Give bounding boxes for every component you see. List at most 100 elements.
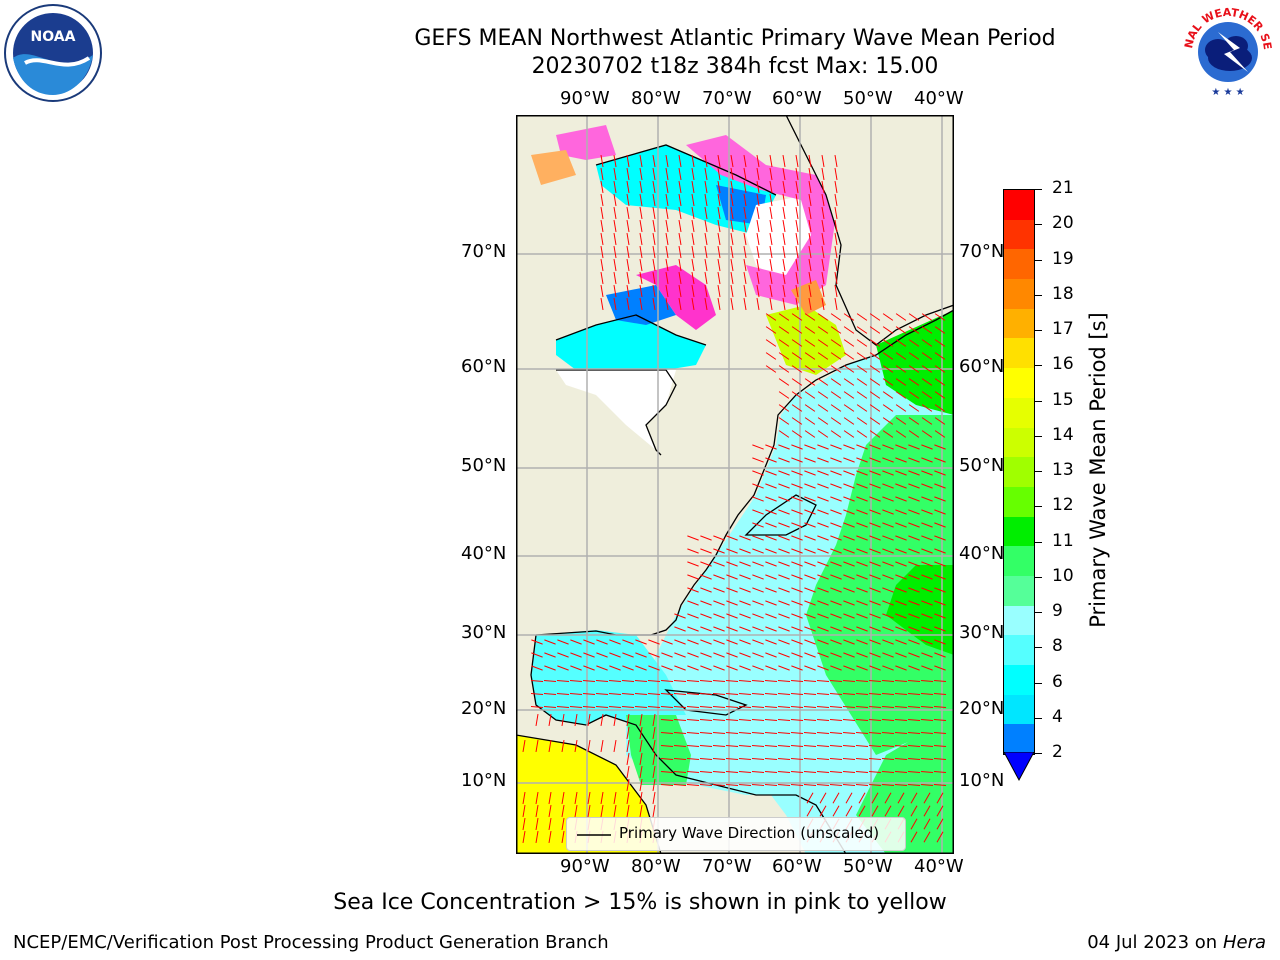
wave-arrow — [639, 181, 643, 193]
wave-arrow — [673, 693, 687, 695]
wave-arrow — [613, 194, 617, 206]
wave-arrow — [725, 680, 739, 682]
wave-arrow — [817, 600, 829, 606]
wave-arrow — [752, 626, 764, 632]
wave-arrow — [895, 626, 907, 632]
wave-arrow — [795, 181, 799, 193]
wave-arrow — [752, 587, 764, 593]
wave-arrow — [821, 272, 825, 284]
wave-arrow — [921, 665, 933, 671]
wave-arrow — [639, 220, 643, 232]
wave-arrow — [795, 259, 799, 271]
wave-arrow — [764, 680, 778, 682]
wave-arrow — [871, 792, 879, 804]
colorbar — [1003, 189, 1035, 755]
wave-arrow — [934, 665, 946, 671]
wave-arrow — [777, 732, 791, 734]
wave-arrow — [600, 259, 604, 271]
wave-arrow — [830, 561, 842, 567]
wave-arrow — [895, 391, 907, 399]
wave-arrow — [613, 259, 617, 271]
wave-arrow — [548, 714, 552, 726]
wave-arrow — [791, 522, 803, 528]
wave-arrow — [790, 771, 804, 773]
wave-arrow — [687, 561, 699, 567]
wave-arrow — [843, 430, 855, 438]
wave-arrow — [895, 639, 907, 645]
wave-arrow — [808, 220, 812, 232]
wave-arrow — [920, 758, 934, 760]
wave-arrow — [868, 732, 882, 734]
wave-arrow — [756, 155, 760, 167]
wave-arrow — [806, 792, 814, 804]
wave-arrow — [843, 457, 855, 463]
wave-arrow — [817, 339, 829, 347]
wave-arrow — [908, 483, 920, 489]
wave-arrow — [817, 496, 829, 502]
wave-arrow — [687, 548, 699, 554]
wave-arrow — [548, 818, 552, 830]
lat-label-right: 30°N — [959, 622, 1005, 643]
wave-arrow — [856, 313, 868, 321]
wave-arrow — [752, 470, 764, 476]
wave-arrow — [934, 496, 946, 502]
wave-arrow — [626, 766, 630, 778]
wave-arrow — [678, 285, 682, 297]
wave-arrow — [704, 207, 708, 219]
wave-arrow — [738, 719, 752, 721]
wave-arrow — [791, 352, 803, 360]
wave-arrow — [652, 753, 656, 765]
wave-arrow — [756, 259, 760, 271]
wave-arrow — [704, 233, 708, 245]
wave-arrow — [674, 613, 686, 619]
wave-arrow — [882, 574, 894, 580]
wave-arrow — [613, 285, 617, 297]
wave-arrow — [652, 272, 656, 284]
wave-arrow — [522, 831, 526, 843]
wave-arrow — [882, 613, 894, 619]
wave-arrow — [856, 574, 868, 580]
wave-arrow — [869, 626, 881, 632]
wave-arrow — [626, 259, 630, 271]
colorbar-tick-mark — [1034, 400, 1042, 402]
wave-arrow — [769, 220, 773, 232]
wave-arrow — [769, 181, 773, 193]
wave-arrow — [791, 587, 803, 593]
wave-arrow — [769, 168, 773, 180]
wave-arrow — [730, 168, 734, 180]
map-legend: Primary Wave Direction (unscaled) — [566, 817, 906, 851]
wave-arrow — [803, 758, 817, 760]
lon-label-top: 40°W — [914, 88, 964, 109]
wave-arrow — [908, 548, 920, 554]
wave-arrow — [804, 326, 816, 334]
wave-arrow — [765, 509, 777, 515]
wave-arrow — [778, 587, 790, 593]
wave-arrow — [817, 391, 829, 399]
wave-arrow — [934, 522, 946, 528]
wave-arrow — [687, 652, 699, 658]
wave-arrow — [808, 285, 812, 297]
wave-arrow — [816, 693, 830, 695]
wave-arrow — [596, 652, 608, 658]
wave-arrow — [843, 444, 855, 450]
colorbar-segment — [1004, 279, 1034, 309]
wave-arrow — [751, 693, 765, 695]
wave-arrow — [907, 771, 921, 773]
wave-arrow — [869, 509, 881, 515]
wave-arrow — [830, 391, 842, 399]
wave-arrow — [804, 404, 816, 412]
wave-arrow — [921, 339, 933, 347]
wave-arrow — [639, 779, 643, 791]
wave-arrow — [843, 365, 855, 373]
wave-arrow — [803, 719, 817, 721]
wave-arrow — [717, 259, 721, 271]
wave-arrow — [817, 548, 829, 554]
wave-arrow — [717, 272, 721, 284]
wave-arrow — [894, 771, 908, 773]
colorbar-tick-label: 14 — [1052, 424, 1074, 445]
wave-arrow — [713, 574, 725, 580]
lat-label-right: 50°N — [959, 455, 1005, 476]
wave-arrow — [639, 285, 643, 297]
wave-arrow — [869, 378, 881, 386]
wave-arrow — [795, 298, 799, 310]
